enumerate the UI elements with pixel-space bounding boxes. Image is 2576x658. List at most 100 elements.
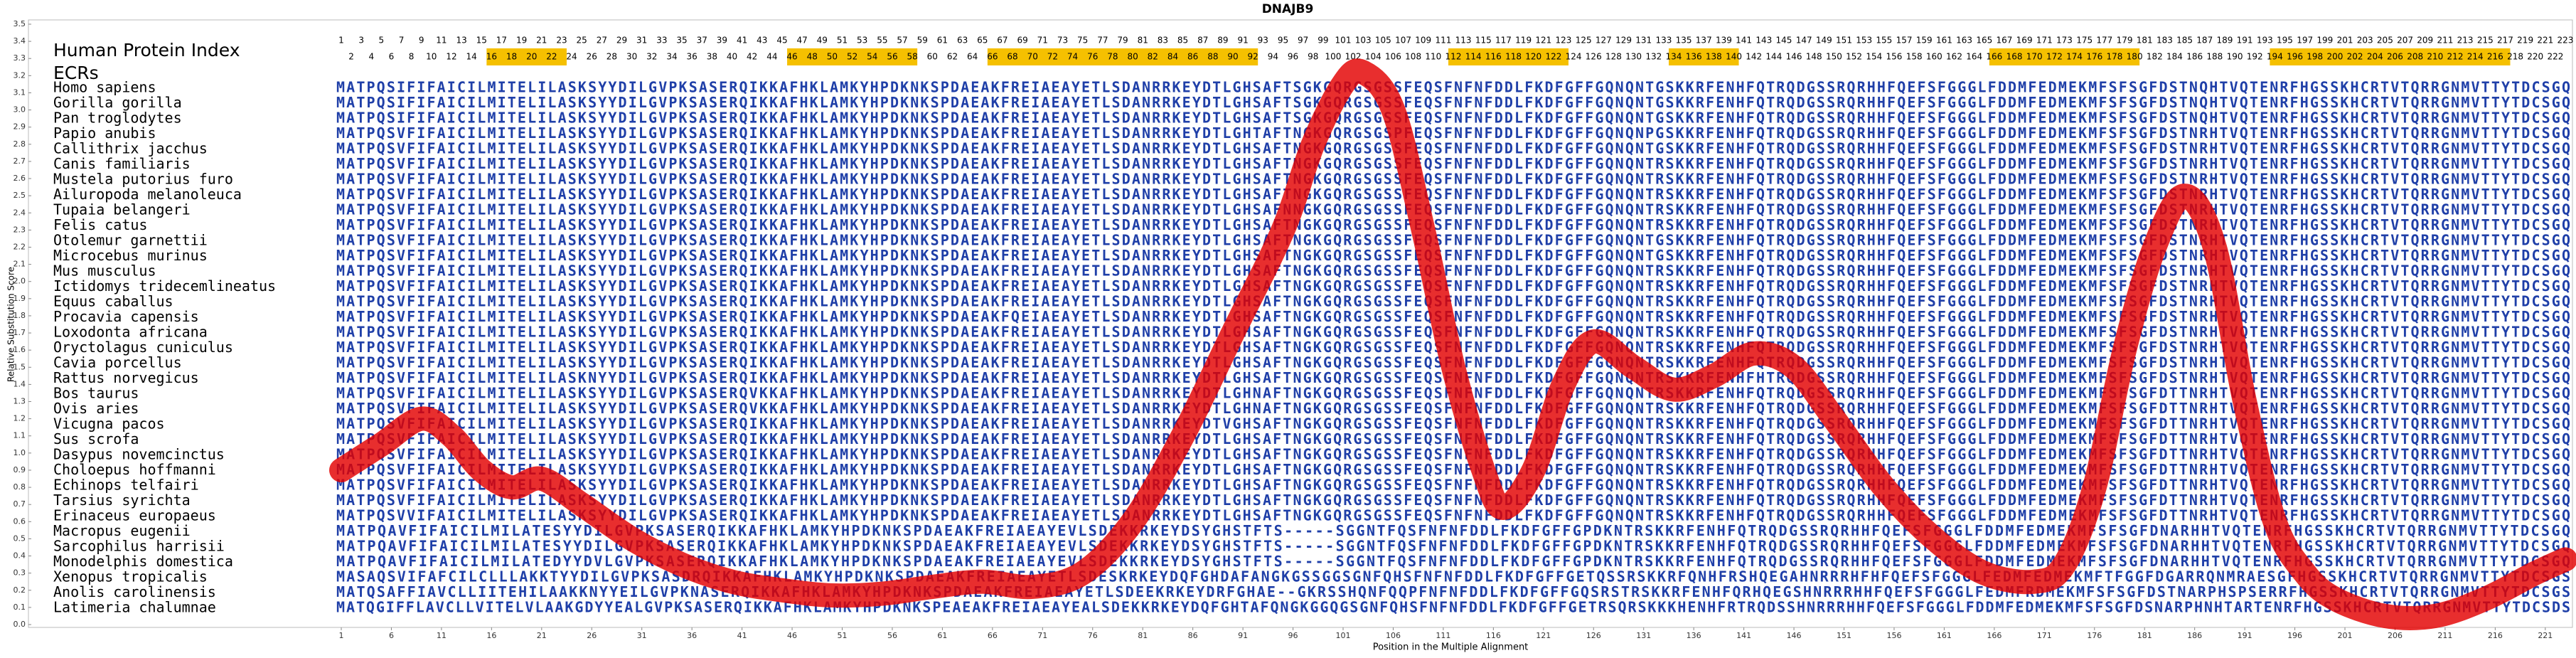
index-number: 192 <box>2247 52 2263 62</box>
sequence: MATPQSVFIFAICILMITELILASKSYYDILGVPKSASER… <box>336 232 2570 249</box>
index-number: 206 <box>2387 52 2403 62</box>
index-number: 104 <box>1365 52 1381 62</box>
ecr-box <box>2270 48 2511 65</box>
index-number: 216 <box>2487 52 2503 62</box>
species-name: Choloepus hoffmanni <box>53 461 216 478</box>
index-number: 103 <box>1355 36 1372 46</box>
index-number: 122 <box>1545 52 1561 62</box>
index-number: 191 <box>2237 36 2253 46</box>
y-tick-label: 2.1 <box>14 260 26 269</box>
index-number: 23 <box>556 36 567 46</box>
index-number: 37 <box>697 36 707 46</box>
index-number: 210 <box>2427 52 2443 62</box>
index-number: 48 <box>807 52 818 62</box>
index-number: 199 <box>2316 36 2333 46</box>
species-name: Canis familiaris <box>53 155 191 172</box>
index-number: 176 <box>2086 52 2102 62</box>
sequence: MATPQSVFIFAICILMITELILASKSYYDILGVPKSASER… <box>336 492 2570 509</box>
x-tick-label: 111 <box>1436 631 1450 640</box>
index-number: 24 <box>566 52 577 62</box>
index-number: 80 <box>1127 52 1138 62</box>
index-number: 170 <box>2026 52 2043 62</box>
index-number: 68 <box>1007 52 1017 62</box>
index-number: 17 <box>496 36 507 46</box>
index-number: 223 <box>2558 36 2574 46</box>
x-tick-label: 66 <box>988 631 998 640</box>
y-tick-label: 0.9 <box>14 465 26 474</box>
x-tick-label: 126 <box>1586 631 1601 640</box>
x-tick-label: 196 <box>2287 631 2302 640</box>
index-number: 106 <box>1385 52 1401 62</box>
sequence: MATPQSVFIFAICILMITELILASKSYYDILGVPKSASER… <box>336 477 2570 494</box>
sequence: MATPQSVFIFAICILMITELILASKSYYDILGVPKSASER… <box>336 415 2570 433</box>
index-number: 93 <box>1258 36 1268 46</box>
index-number: 75 <box>1077 36 1088 46</box>
index-number: 129 <box>1615 36 1632 46</box>
index-number: 14 <box>466 52 477 62</box>
index-number: 22 <box>546 52 557 62</box>
index-number: 62 <box>947 52 958 62</box>
sequence: MATPQSVFIFAICILMITELILASKSYYDILGVPKSASER… <box>336 247 2570 264</box>
index-number: 88 <box>1207 52 1218 62</box>
x-tick-label: 211 <box>2437 631 2452 640</box>
index-number: 174 <box>2066 52 2083 62</box>
index-number: 6 <box>389 52 395 62</box>
species-name: Papio anubis <box>53 124 156 142</box>
species-name: Latimeria chalumnae <box>53 599 216 616</box>
index-number: 101 <box>1335 36 1352 46</box>
y-tick-label: 1.5 <box>14 362 26 371</box>
species-name: Oryctolagus cuniculus <box>53 339 233 356</box>
x-tick-label: 91 <box>1238 631 1248 640</box>
index-number: 20 <box>526 52 537 62</box>
index-number: 222 <box>2547 52 2563 62</box>
index-number: 42 <box>747 52 757 62</box>
x-tick-label: 11 <box>437 631 447 640</box>
y-tick-label: 1.7 <box>14 328 26 337</box>
index-number: 162 <box>1946 52 1962 62</box>
index-number: 160 <box>1926 52 1942 62</box>
y-tick-label: 3.0 <box>14 105 26 115</box>
species-name: Ailuropoda melanoleuca <box>53 186 242 203</box>
index-number: 3 <box>358 36 364 46</box>
species-name: Loxodonta africana <box>53 324 208 341</box>
y-tick-label: 2.5 <box>14 191 26 200</box>
index-number: 13 <box>456 36 466 46</box>
index-number: 144 <box>1765 52 1782 62</box>
x-tick-label: 96 <box>1288 631 1298 640</box>
species-name: Anolis carolinensis <box>53 583 216 600</box>
index-number: 29 <box>616 36 627 46</box>
species-name: Cavia porcellus <box>53 354 182 371</box>
y-tick-label: 1.2 <box>14 414 26 423</box>
ecr-box <box>1989 48 2140 65</box>
y-tick-label: 2.3 <box>14 225 26 234</box>
plot-frame <box>28 19 2573 628</box>
index-number: 211 <box>2437 36 2453 46</box>
index-number: 61 <box>937 36 948 46</box>
y-tick-label: 2.8 <box>14 139 26 149</box>
species-name: Rattus norvegicus <box>53 369 199 386</box>
x-axis-label: Position in the Multiple Alignment <box>1373 642 1529 653</box>
index-number: 148 <box>1806 52 1822 62</box>
x-tick-label: 36 <box>687 631 697 640</box>
index-number: 194 <box>2267 52 2283 62</box>
index-number: 2 <box>348 52 354 62</box>
index-number: 105 <box>1375 36 1391 46</box>
sequence: MATPQSVFIFAICILMITELILASKSYYDILGVPKSASER… <box>336 124 2570 142</box>
x-tick-label: 221 <box>2538 631 2553 640</box>
index-number: 52 <box>847 52 857 62</box>
index-number: 117 <box>1495 36 1512 46</box>
index-number: 137 <box>1696 36 1712 46</box>
index-number: 205 <box>2377 36 2393 46</box>
x-tick-label: 46 <box>787 631 797 640</box>
index-number: 38 <box>707 52 717 62</box>
y-tick-label: 2.4 <box>14 208 26 217</box>
index-number: 113 <box>1455 36 1472 46</box>
sequence: MATPQSVFIFAICILMITELILASKSYYDILGVPKSASER… <box>336 430 2570 447</box>
x-tick-label: 141 <box>1736 631 1751 640</box>
y-tick-label: 2.2 <box>14 242 26 251</box>
x-tick-label: 56 <box>887 631 897 640</box>
index-number: 168 <box>2006 52 2023 62</box>
index-number: 182 <box>2147 52 2163 62</box>
index-number: 85 <box>1177 36 1188 46</box>
x-tick-label: 26 <box>587 631 597 640</box>
